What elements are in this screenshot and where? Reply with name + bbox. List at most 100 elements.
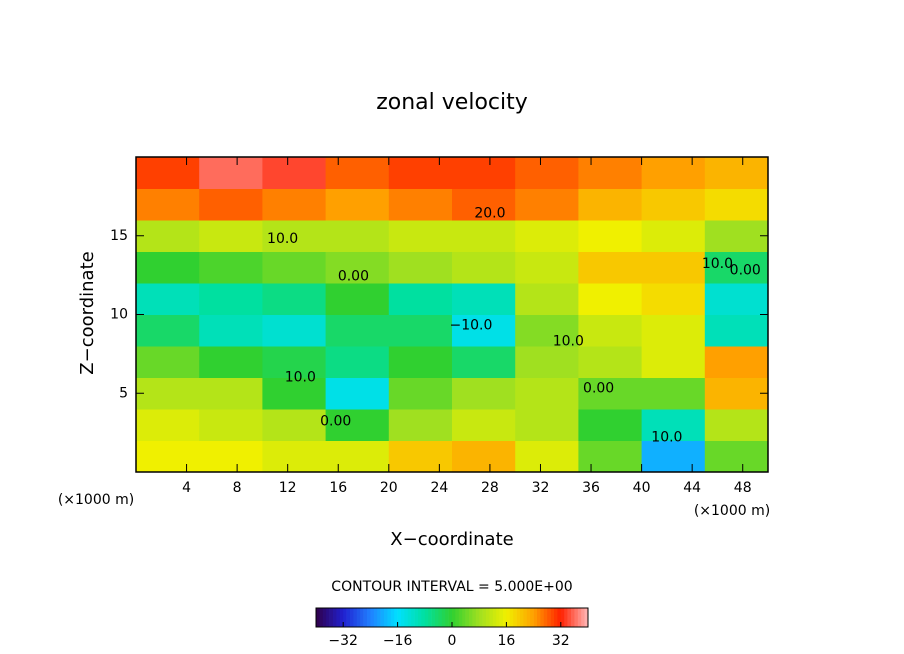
field-cell [704,409,769,441]
field-cell [578,440,643,473]
colorbar-swatch [418,608,422,627]
colorbar-swatch [356,608,361,627]
colorbar-swatch [509,608,514,627]
field-cell [641,220,706,252]
field-cell [515,157,579,189]
field-cell [704,157,769,189]
colorbar-swatch [384,608,388,627]
y-tick-label: 10 [110,307,128,323]
colorbar-swatch [564,608,568,627]
field-cell [136,409,200,441]
colorbar-swatch [424,608,429,627]
field-cell [199,346,263,378]
colorbar-swatch [353,608,358,627]
field-cell [388,220,453,252]
field-cell [704,251,769,284]
colorbar-swatch [421,608,426,627]
colorbar-swatch [571,608,575,627]
field-cell [325,220,390,252]
colorbar-swatch [560,608,565,627]
colorbar-swatch [445,608,449,627]
field-cell [452,346,516,378]
field-cell [325,188,390,221]
contour-label: 0.00 [320,414,351,430]
colorbar-swatch [326,608,330,627]
colorbar-swatch [526,608,531,627]
field-cell [199,157,263,189]
contour-interval: CONTOUR INTERVAL = 5.000E+00 [331,579,572,595]
field-cell [704,440,769,473]
x-tick-label: 24 [430,480,448,496]
field-cell [388,283,453,315]
field-cell [136,346,200,378]
field-cell [136,188,200,221]
colorbar-swatch [465,608,470,627]
x-tick-label: 48 [734,480,752,496]
field-cell [578,346,643,378]
colorbar-swatch [540,608,545,627]
field-cell [452,220,516,252]
field-cell [136,440,200,473]
colorbar-tick-label: 0 [448,633,457,649]
field-cell [388,314,453,347]
field-cell [199,283,263,315]
colorbar-swatch [479,608,483,627]
colorbar-swatch [533,608,538,627]
field-cell [578,409,643,441]
x-tick-label: 40 [633,480,651,496]
field-cell [641,409,706,441]
colorbar-swatch [499,608,504,627]
field-cell [452,251,516,284]
field-cell [641,251,706,284]
contour-label: −10.0 [450,318,493,334]
colorbar-swatch [547,608,551,627]
colorbar-swatch [458,608,463,627]
colorbar-swatch [543,608,548,627]
field-cell [136,251,200,284]
field-cell [262,314,327,347]
colorbar-swatch [496,608,500,627]
contour-label: 10.0 [553,333,584,349]
colorbar-tick-label: 32 [552,633,570,649]
colorbar-swatch [394,608,398,627]
colorbar-swatch [530,608,534,627]
field-cell [452,440,516,473]
field-cell [199,409,263,441]
field-cell [452,283,516,315]
colorbar-swatch [319,608,324,627]
contour-label: 10.0 [285,370,316,386]
field-cell [515,188,579,221]
colorbar-swatch [438,608,443,627]
colorbar-swatch [537,608,541,627]
colorbar-swatch [377,608,381,627]
field-cell [325,283,390,315]
field-cell [641,157,706,189]
field-cell [388,346,453,378]
field-cell [452,409,516,441]
colorbar-swatch [452,608,456,627]
colorbar-swatch [448,608,453,627]
colorbar-tick-label: 16 [497,633,515,649]
colorbar-swatch [387,608,392,627]
colorbar-swatch [390,608,395,627]
field-cell [262,377,327,410]
colorbar-swatch [401,608,405,627]
colorbar-swatch [581,608,585,627]
colorbar-swatch [550,608,555,627]
colorbar-swatch [577,608,582,627]
colorbar-swatch [343,608,347,627]
field-cell [641,440,706,473]
field-cell [136,283,200,315]
colorbar-swatch [574,608,579,627]
x-tick-label: 20 [380,480,398,496]
field-cell [578,157,643,189]
colorbar-swatch [333,608,337,627]
field-cell [325,251,390,284]
x-unit: (×1000 m) [694,503,770,519]
colorbar-swatch [336,608,341,627]
colorbar-swatch [567,608,572,627]
field-cell [704,283,769,315]
colorbar-swatch [373,608,378,627]
colorbar-swatch [431,608,436,627]
